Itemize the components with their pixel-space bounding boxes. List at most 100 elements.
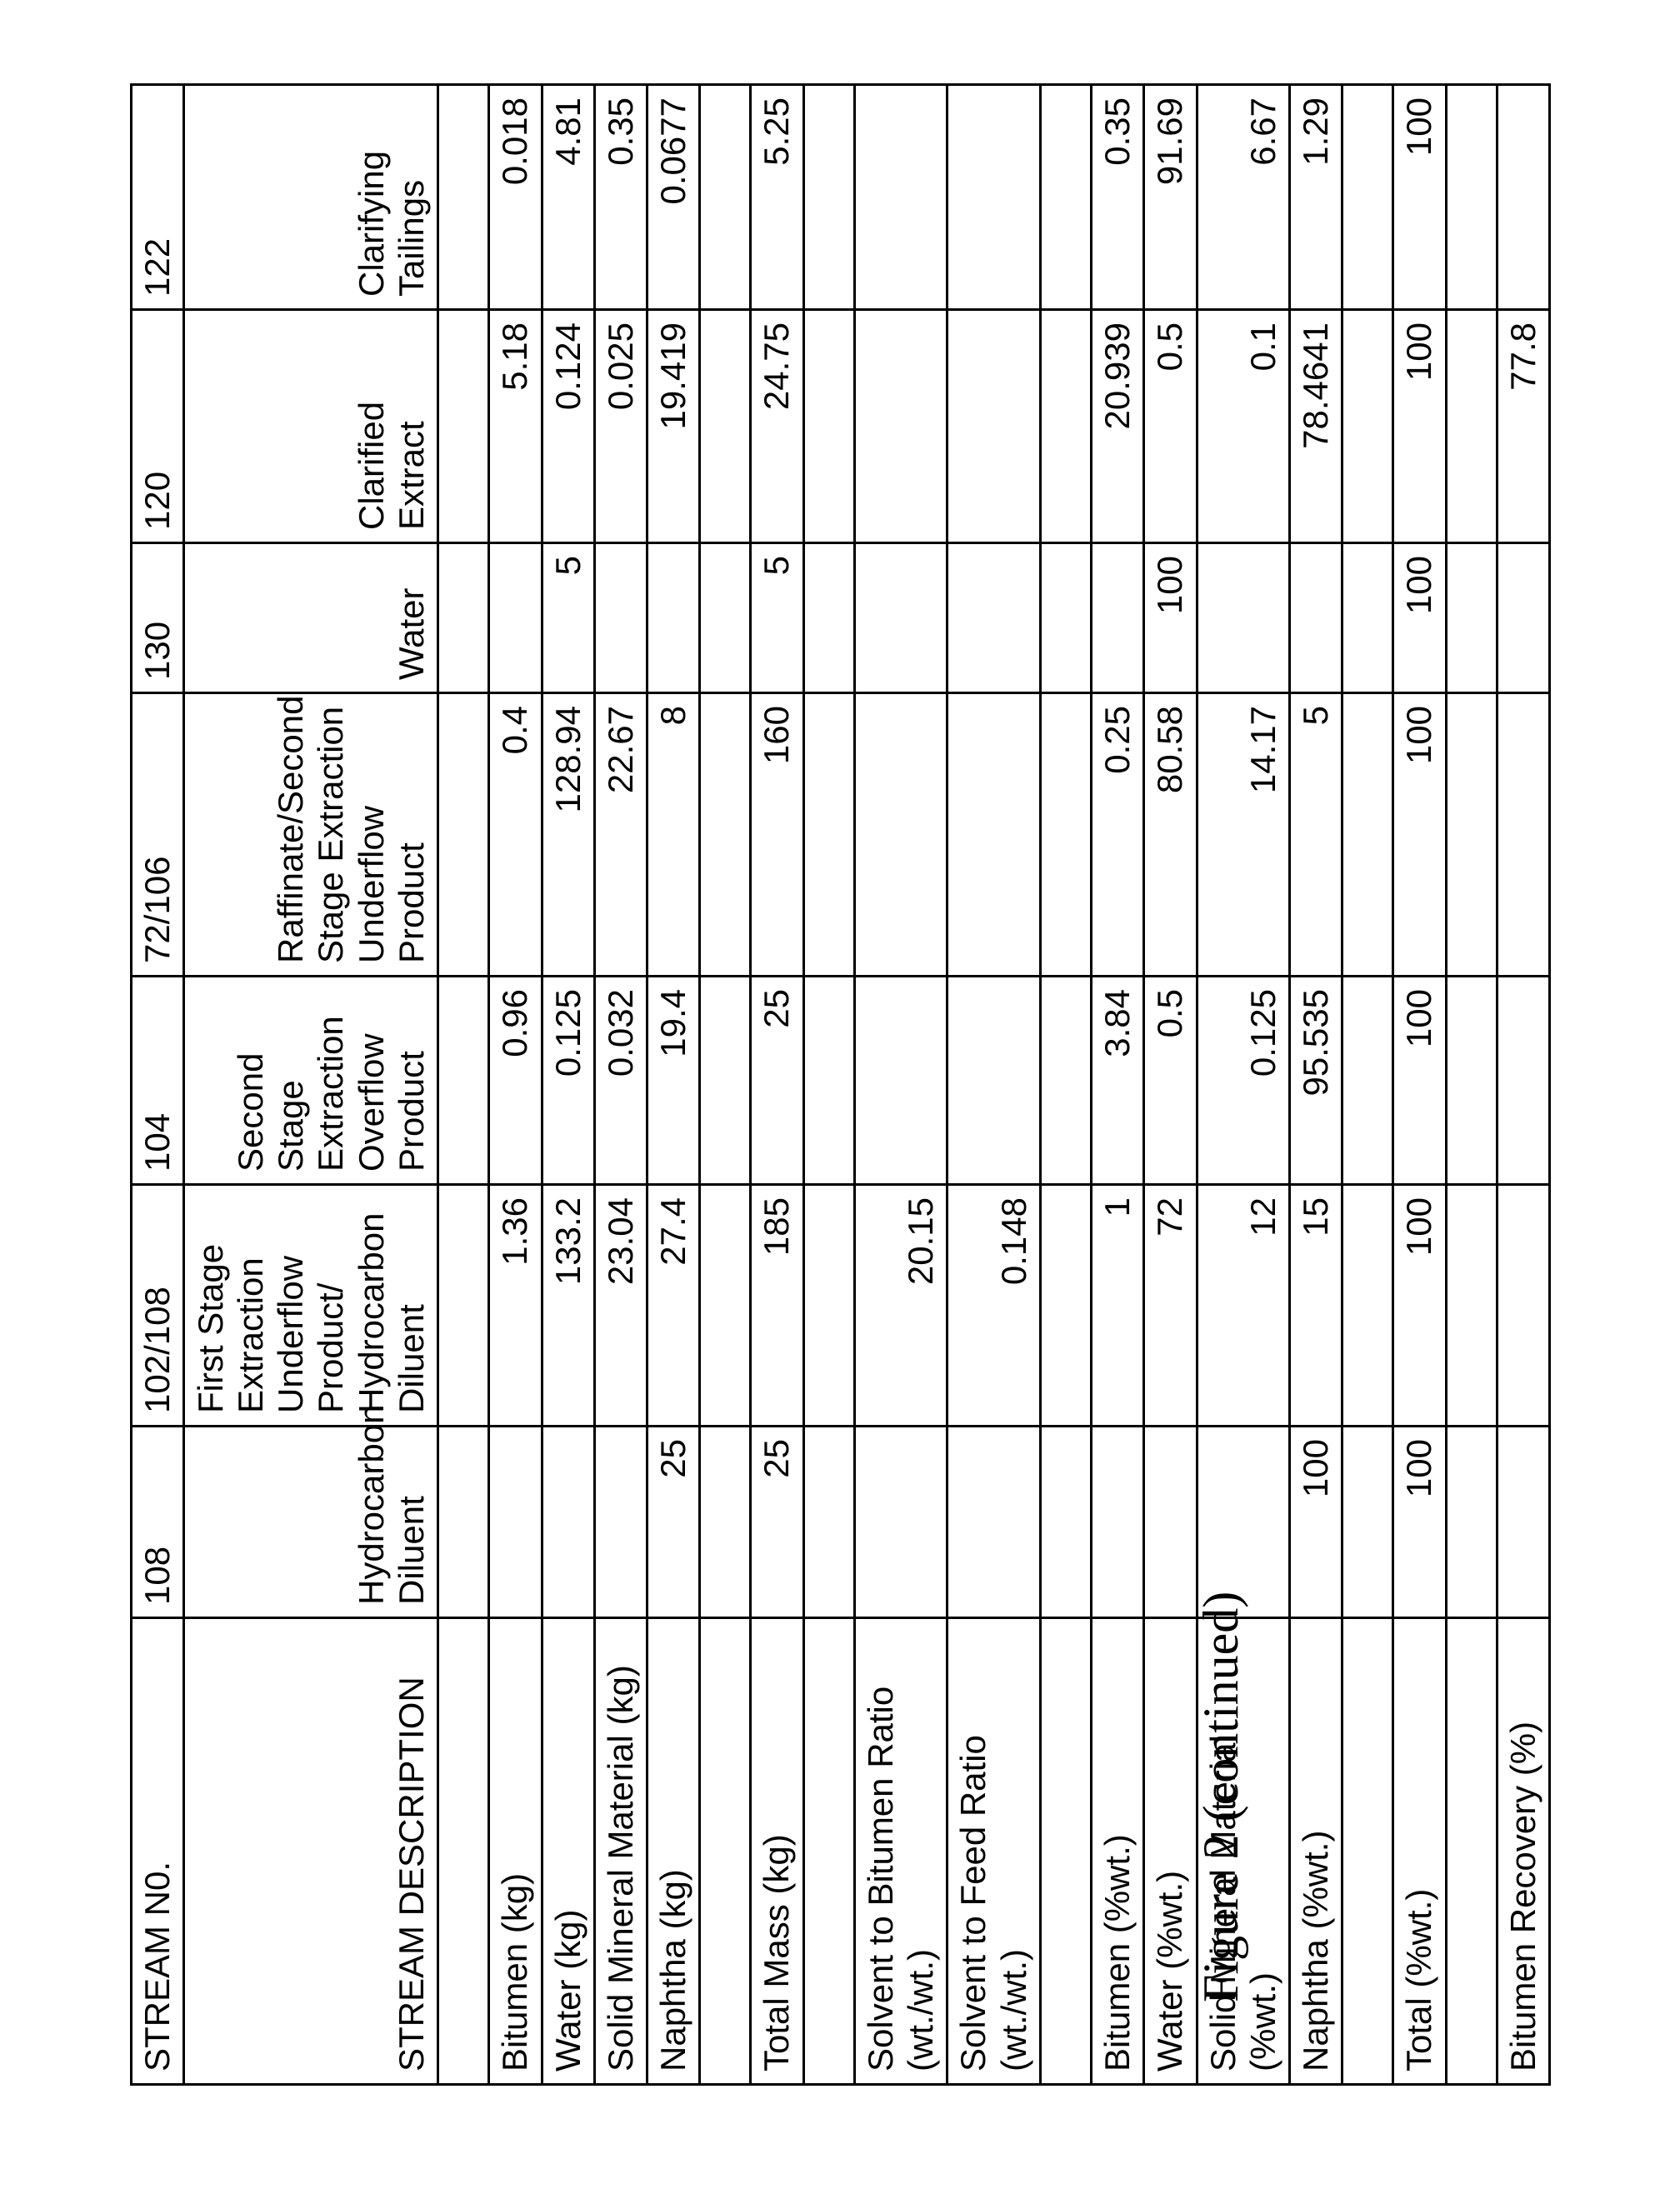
cell: 23.04 bbox=[594, 1185, 647, 1427]
cell: 5 bbox=[542, 543, 594, 693]
spacer-row bbox=[699, 85, 750, 2085]
col-desc: Clarified Extract bbox=[183, 310, 438, 543]
cell bbox=[1091, 1427, 1143, 1618]
col-desc: Clarifying Tailings bbox=[183, 85, 438, 310]
row-label: Solvent to Bitumen Ratio (wt./wt.) bbox=[854, 1618, 948, 2085]
cell bbox=[1497, 1427, 1549, 1618]
cell: 100 bbox=[1392, 1185, 1445, 1427]
cell: 185 bbox=[750, 1185, 802, 1427]
row-label: Bitumen (%wt.) bbox=[1091, 1618, 1143, 2085]
col-id: 102/108 bbox=[131, 1185, 183, 1427]
table-row: Bitumen (kg) 1.36 0.96 0.4 5.18 0.018 bbox=[488, 85, 541, 2085]
cell: 5.18 bbox=[488, 310, 541, 543]
table-row: Water (%wt.) 72 0.5 80.58 100 0.5 91.69 bbox=[1143, 85, 1196, 2085]
cell: 0.0677 bbox=[647, 85, 699, 310]
cell bbox=[854, 693, 948, 977]
cell: 12 bbox=[1197, 1185, 1290, 1427]
col-desc: First Stage Extraction Underflow Product… bbox=[183, 1185, 438, 1427]
cell: 0.124 bbox=[542, 310, 594, 543]
table-row: Solid Mineral Material (kg) 23.04 0.032 … bbox=[594, 85, 647, 2085]
cell: 5 bbox=[750, 543, 802, 693]
col-desc: Water bbox=[183, 543, 438, 693]
col-desc: Hydrocarbon Diluent bbox=[183, 1427, 438, 1618]
cell bbox=[854, 543, 948, 693]
cell: 19.4 bbox=[647, 977, 699, 1185]
header-row-desc: STREAM DESCRIPTION Hydrocarbon Diluent F… bbox=[183, 85, 438, 2085]
cell: 0.35 bbox=[594, 85, 647, 310]
row-label: Solvent to Feed Ratio (wt./wt.) bbox=[947, 1618, 1040, 2085]
cell: 6.67 bbox=[1197, 85, 1290, 310]
row-label: Bitumen (kg) bbox=[488, 1618, 541, 2085]
stream-table: STREAM N0. 108 102/108 104 72/106 130 12… bbox=[130, 83, 1551, 2086]
table-row-total-pct: Total (%wt.) 100 100 100 100 100 100 100 bbox=[1392, 85, 1445, 2085]
row-label: Bitumen Recovery (%) bbox=[1497, 1618, 1549, 2085]
cell: 5.25 bbox=[750, 85, 802, 310]
cell: 15 bbox=[1289, 1185, 1342, 1427]
cell bbox=[854, 1427, 948, 1618]
row-label: Naphtha (kg) bbox=[647, 1618, 699, 2085]
table-row-recovery: Bitumen Recovery (%) 77.8 bbox=[1497, 85, 1549, 2085]
cell: 128.94 bbox=[542, 693, 594, 977]
cell bbox=[1497, 693, 1549, 977]
col-id: 130 bbox=[131, 543, 183, 693]
stream-no-label: STREAM N0. bbox=[131, 1618, 183, 2085]
cell bbox=[854, 310, 948, 543]
row-label: Solid Mineral Material (kg) bbox=[594, 1618, 647, 2085]
cell: 25 bbox=[750, 1427, 802, 1618]
cell: 100 bbox=[1392, 85, 1445, 310]
cell: 19.419 bbox=[647, 310, 699, 543]
spacer-row bbox=[438, 85, 488, 2085]
cell: 100 bbox=[1289, 1427, 1342, 1618]
cell: 0.125 bbox=[1197, 977, 1290, 1185]
cell: 5 bbox=[1289, 693, 1342, 977]
cell: 0.025 bbox=[594, 310, 647, 543]
col-desc: Second Stage Extraction Overflow Product bbox=[183, 977, 438, 1185]
cell: 0.1 bbox=[1197, 310, 1290, 543]
cell bbox=[1497, 977, 1549, 1185]
cell: 1 bbox=[1091, 1185, 1143, 1427]
row-label: Water (%wt.) bbox=[1143, 1618, 1196, 2085]
cell: 27.4 bbox=[647, 1185, 699, 1427]
cell bbox=[1143, 1427, 1196, 1618]
cell bbox=[1497, 543, 1549, 693]
cell: 25 bbox=[750, 977, 802, 1185]
cell: 0.4 bbox=[488, 693, 541, 977]
col-id: 120 bbox=[131, 310, 183, 543]
cell bbox=[647, 543, 699, 693]
table-row: Naphtha (kg) 25 27.4 19.4 8 19.419 0.067… bbox=[647, 85, 699, 2085]
cell: 100 bbox=[1392, 310, 1445, 543]
cell bbox=[1289, 543, 1342, 693]
cell: 0.018 bbox=[488, 85, 541, 310]
table-row: Naphtha (%wt.) 100 15 95.535 5 78.4641 1… bbox=[1289, 85, 1342, 2085]
page: STREAM N0. 108 102/108 104 72/106 130 12… bbox=[0, 0, 1680, 2194]
col-id: 122 bbox=[131, 85, 183, 310]
cell bbox=[854, 85, 948, 310]
cell bbox=[594, 543, 647, 693]
table-row-total-mass: Total Mass (kg) 25 185 25 160 5 24.75 5.… bbox=[750, 85, 802, 2085]
cell bbox=[542, 1427, 594, 1618]
cell: 14.17 bbox=[1197, 693, 1290, 977]
table-row: Solvent to Bitumen Ratio (wt./wt.) 20.15 bbox=[854, 85, 948, 2085]
header-row-ids: STREAM N0. 108 102/108 104 72/106 130 12… bbox=[131, 85, 183, 2085]
cell: 0.032 bbox=[594, 977, 647, 1185]
cell bbox=[947, 693, 1040, 977]
cell: 0.5 bbox=[1143, 977, 1196, 1185]
cell bbox=[488, 543, 541, 693]
cell: 77.8 bbox=[1497, 310, 1549, 543]
cell bbox=[594, 1427, 647, 1618]
table-container: STREAM N0. 108 102/108 104 72/106 130 12… bbox=[130, 83, 1551, 2086]
spacer-row bbox=[803, 85, 854, 2085]
cell: 20.939 bbox=[1091, 310, 1143, 543]
cell bbox=[488, 1427, 541, 1618]
cell: 0.35 bbox=[1091, 85, 1143, 310]
cell bbox=[1497, 1185, 1549, 1427]
cell: 100 bbox=[1392, 543, 1445, 693]
cell: 3.84 bbox=[1091, 977, 1143, 1185]
cell bbox=[1497, 85, 1549, 310]
col-id: 72/106 bbox=[131, 693, 183, 977]
cell bbox=[854, 977, 948, 1185]
cell: 1.29 bbox=[1289, 85, 1342, 310]
cell bbox=[947, 1427, 1040, 1618]
table-row: Bitumen (%wt.) 1 3.84 0.25 20.939 0.35 bbox=[1091, 85, 1143, 2085]
cell: 72 bbox=[1143, 1185, 1196, 1427]
